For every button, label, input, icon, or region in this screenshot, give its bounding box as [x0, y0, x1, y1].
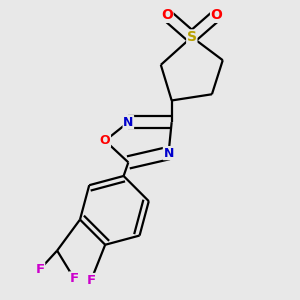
Text: F: F: [70, 272, 79, 285]
Text: F: F: [35, 263, 45, 276]
Text: O: O: [211, 8, 223, 22]
Text: S: S: [187, 30, 197, 44]
Text: F: F: [87, 274, 96, 286]
Text: N: N: [164, 147, 174, 160]
Text: O: O: [100, 134, 110, 147]
Text: N: N: [123, 116, 134, 129]
Text: O: O: [161, 8, 173, 22]
